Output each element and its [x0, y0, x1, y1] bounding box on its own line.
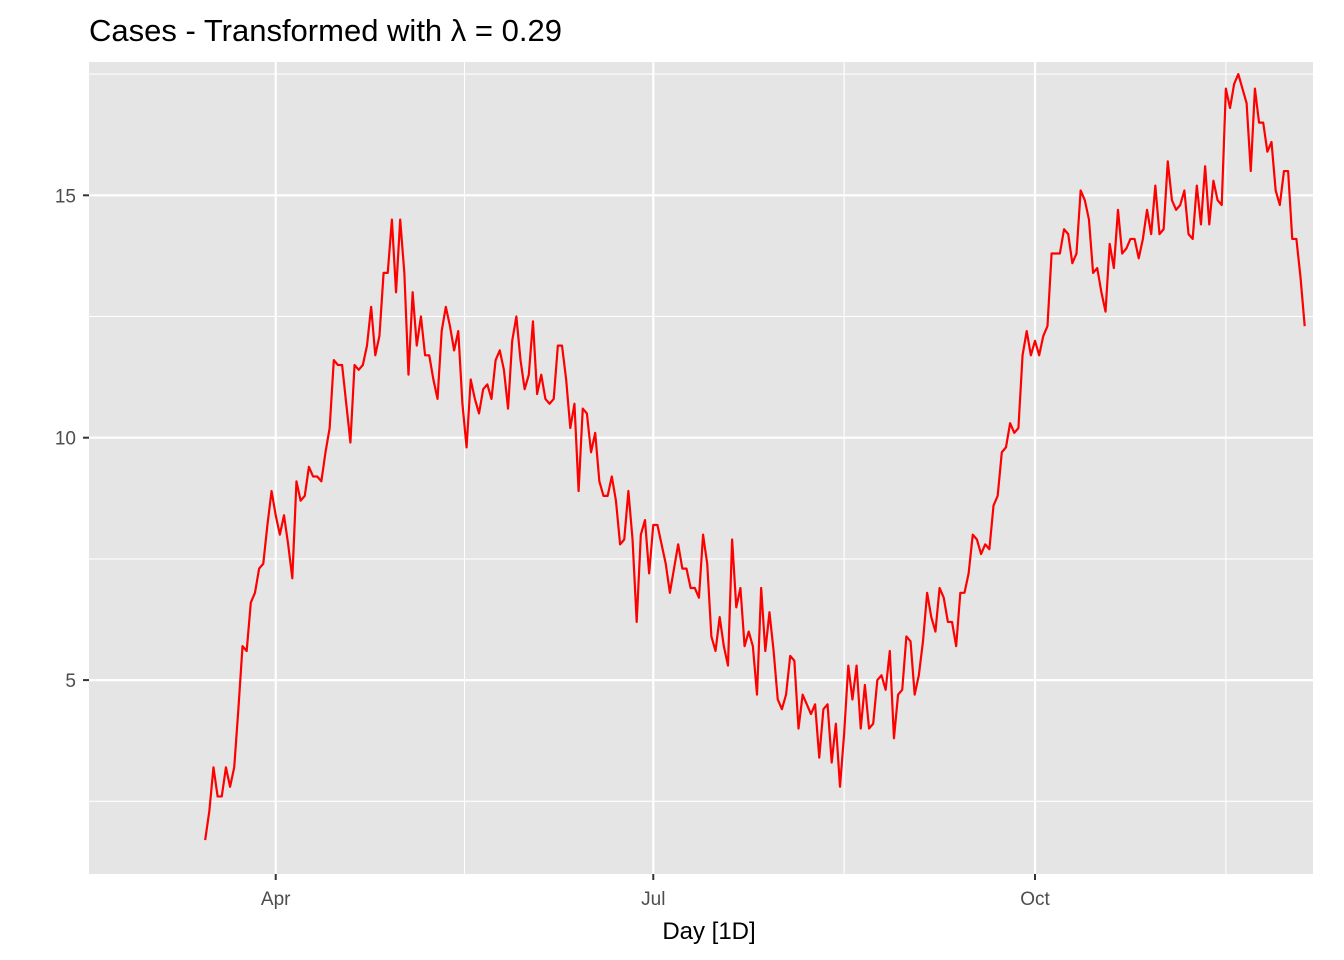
axis-ticks: [83, 194, 1037, 880]
y-tick-label: 15: [55, 186, 76, 207]
major-grid: [89, 62, 1313, 874]
x-tick-label: Apr: [261, 889, 291, 910]
plot-panel: [89, 62, 1313, 874]
y-tick-label: 5: [65, 671, 76, 692]
x-axis-title: Day [1D]: [662, 918, 755, 945]
chart-title: Cases - Transformed with λ = 0.29: [89, 13, 562, 48]
x-tick-label: Jul: [641, 889, 665, 910]
series-line: [204, 73, 1306, 841]
y-tick-label: 10: [55, 429, 76, 450]
x-tick-label: Oct: [1020, 889, 1050, 910]
tick-labels: Apr Jul Oct 5 10 15: [55, 186, 1051, 910]
